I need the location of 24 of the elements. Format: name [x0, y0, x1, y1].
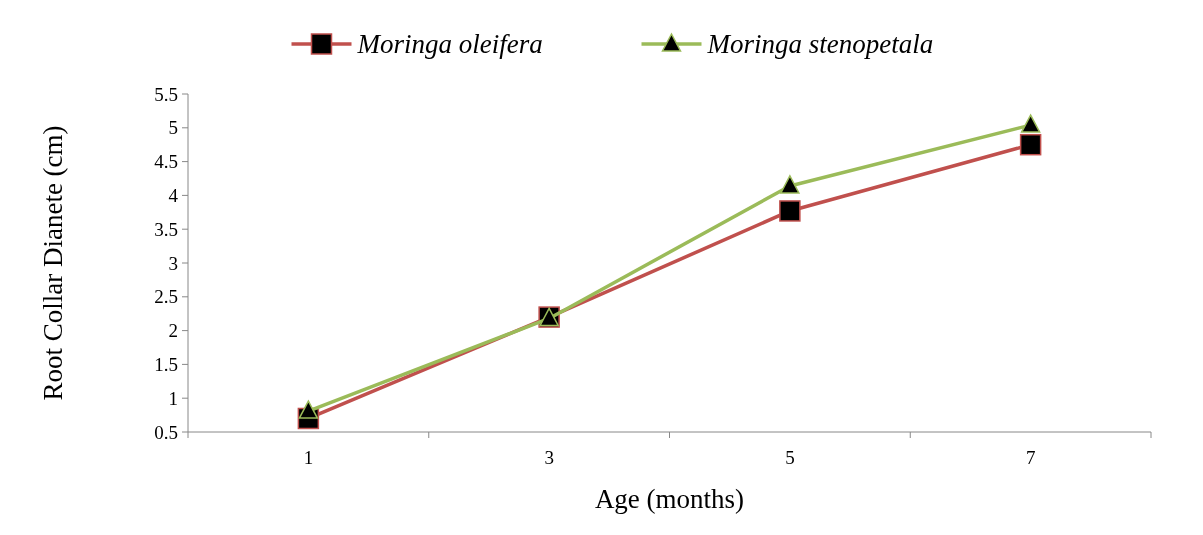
y-tick-label: 2.5 [154, 286, 178, 308]
x-tick-label: 5 [785, 447, 795, 468]
point [779, 200, 801, 222]
point [1020, 114, 1041, 133]
y-tick-label: 2 [168, 320, 178, 342]
y-tick-label: 4.5 [154, 151, 178, 173]
legend-label: Moringa oleifera [356, 29, 543, 60]
x-tick-label: 3 [544, 447, 554, 468]
y-tick-label: 5 [168, 117, 178, 139]
y-tick-label: 4 [168, 185, 179, 207]
x-tick-label: 7 [1025, 447, 1036, 468]
point [1019, 133, 1042, 156]
y-tick-label: 3 [168, 252, 178, 274]
y-tick-label: 3.5 [154, 218, 178, 240]
y-tick-label: 5.5 [154, 83, 178, 105]
x-axis-title: Age (months) [594, 484, 745, 514]
y-tick-label: 0.5 [154, 421, 178, 443]
y-axis-title: Root Collar Dianete (cm) [38, 125, 68, 401]
point [780, 175, 800, 194]
point [298, 400, 319, 419]
x-tick-label: 1 [303, 447, 314, 468]
legend-label: Moringa stenopetala [706, 29, 934, 60]
y-tick-label: 1.5 [154, 354, 178, 376]
y-tick-label: 1 [168, 387, 178, 409]
